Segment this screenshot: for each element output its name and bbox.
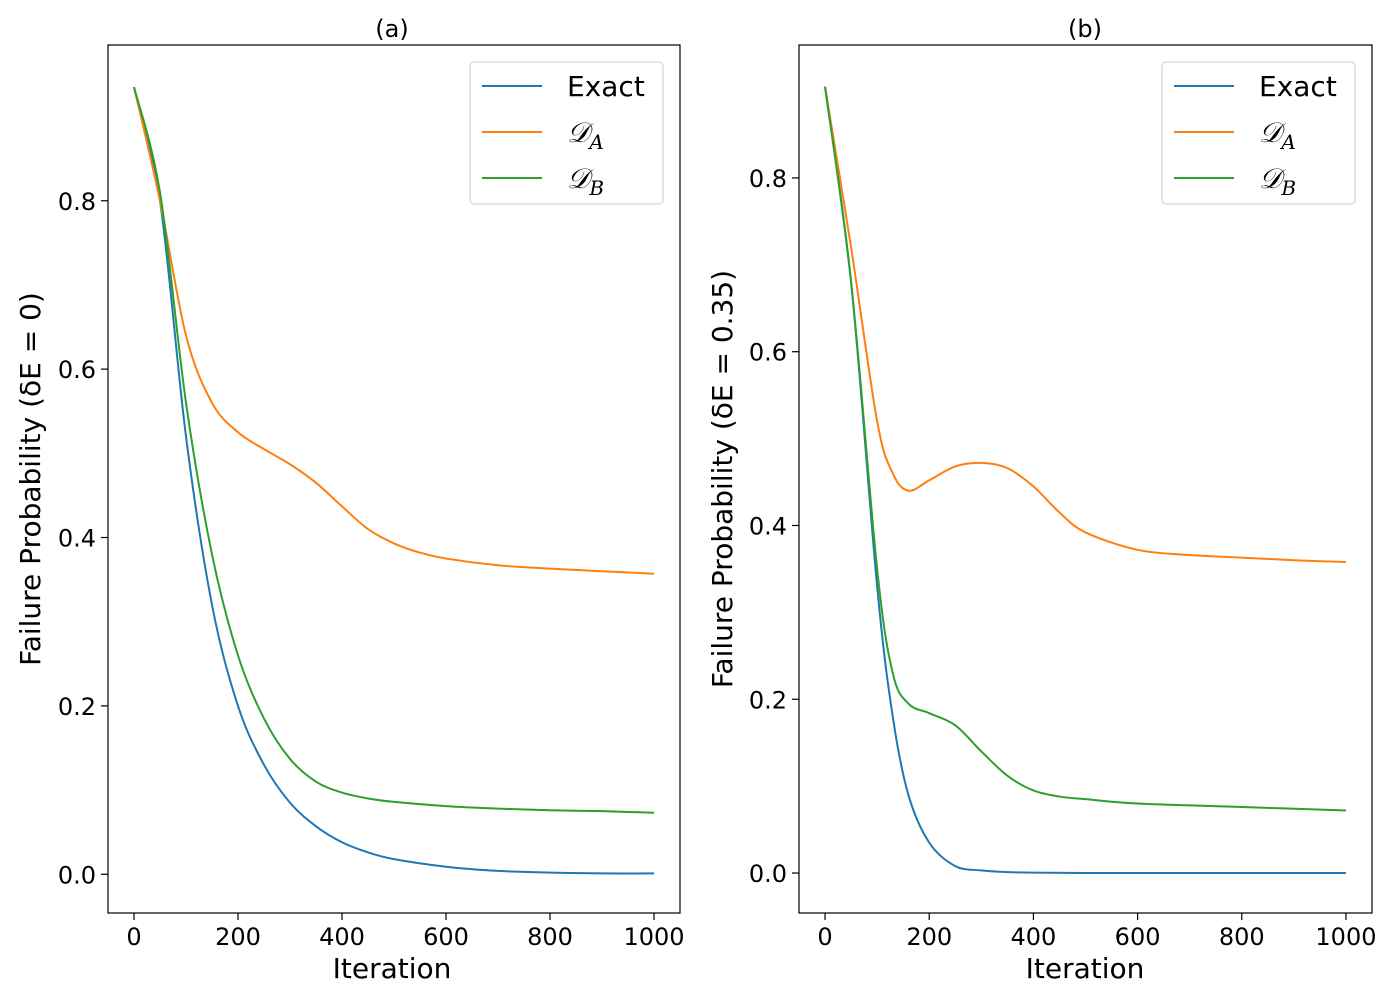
panel-b-xtick-label: 0 [817,923,832,951]
panel-a-series-db [133,86,655,814]
panel-b-series-exact [824,86,1346,875]
panel-b-ytick-label: 0.2 [749,686,787,714]
panel-b-xtick-label: 1000 [1315,923,1376,951]
panel-a-xtick-label: 600 [423,923,469,951]
panel-a-xtick-label: 0 [126,923,141,951]
panel-b-series-da [824,86,1346,563]
panel-a-legend-box [469,61,664,205]
panel-b-xtick-label: 200 [906,923,952,951]
panel-b-title: (b) [1068,15,1102,43]
panel-a-legend-label: Exact [567,70,645,103]
panel-b-legend-label: Exact [1259,70,1337,103]
panel-b-ytick-label: 0.4 [749,512,787,540]
panel-a-ytick-label: 0.4 [58,525,96,553]
panel-a-xtick-label: 800 [527,923,573,951]
panel-b-ytick-label: 0.0 [749,860,787,888]
panel-a-xtick-label: 400 [319,923,365,951]
panel-b-xtick-label: 400 [1011,923,1057,951]
panel-b-xlabel: Iteration [1026,952,1145,985]
panel-a-xlabel: Iteration [333,952,452,985]
panel-a: (a) 0 200 400 600 800 1000 0.0 0.2 0.4 0.6 0.8 It… [14,15,685,985]
panel-a-frame [107,44,681,914]
panel-b-xtick-label: 600 [1115,923,1161,951]
panel-b-ytick-label: 0.8 [749,165,787,193]
panel-a-ytick-label: 0.6 [58,356,96,384]
panel-b-series-db [824,86,1346,812]
panel-a-title: (a) [375,15,408,43]
panel-a-ylabel: Failure Probability (δE = 0) [14,292,47,666]
panel-b-xtick-label: 800 [1219,923,1265,951]
panel-a-ytick-label: 0.2 [58,693,96,721]
panel-b-ytick-label: 0.6 [749,339,787,367]
panel-a-xtick-label: 200 [215,923,261,951]
panel-a-series-exact [133,86,655,875]
panel-a-series-da [133,86,655,575]
panel-b-legend-box [1161,61,1356,205]
panel-a-xtick-label: 1000 [623,923,684,951]
panel-b-frame [798,44,1373,914]
panel-b: (b) 0 200 400 600 800 1000 0.0 0.2 0.4 0.6 0.8 It… [706,15,1376,985]
panel-a-ytick-label: 0.0 [58,861,96,889]
panel-b-ylabel: Failure Probability (δE = 0.35) [706,270,739,688]
panel-a-ytick-label: 0.8 [58,188,96,216]
